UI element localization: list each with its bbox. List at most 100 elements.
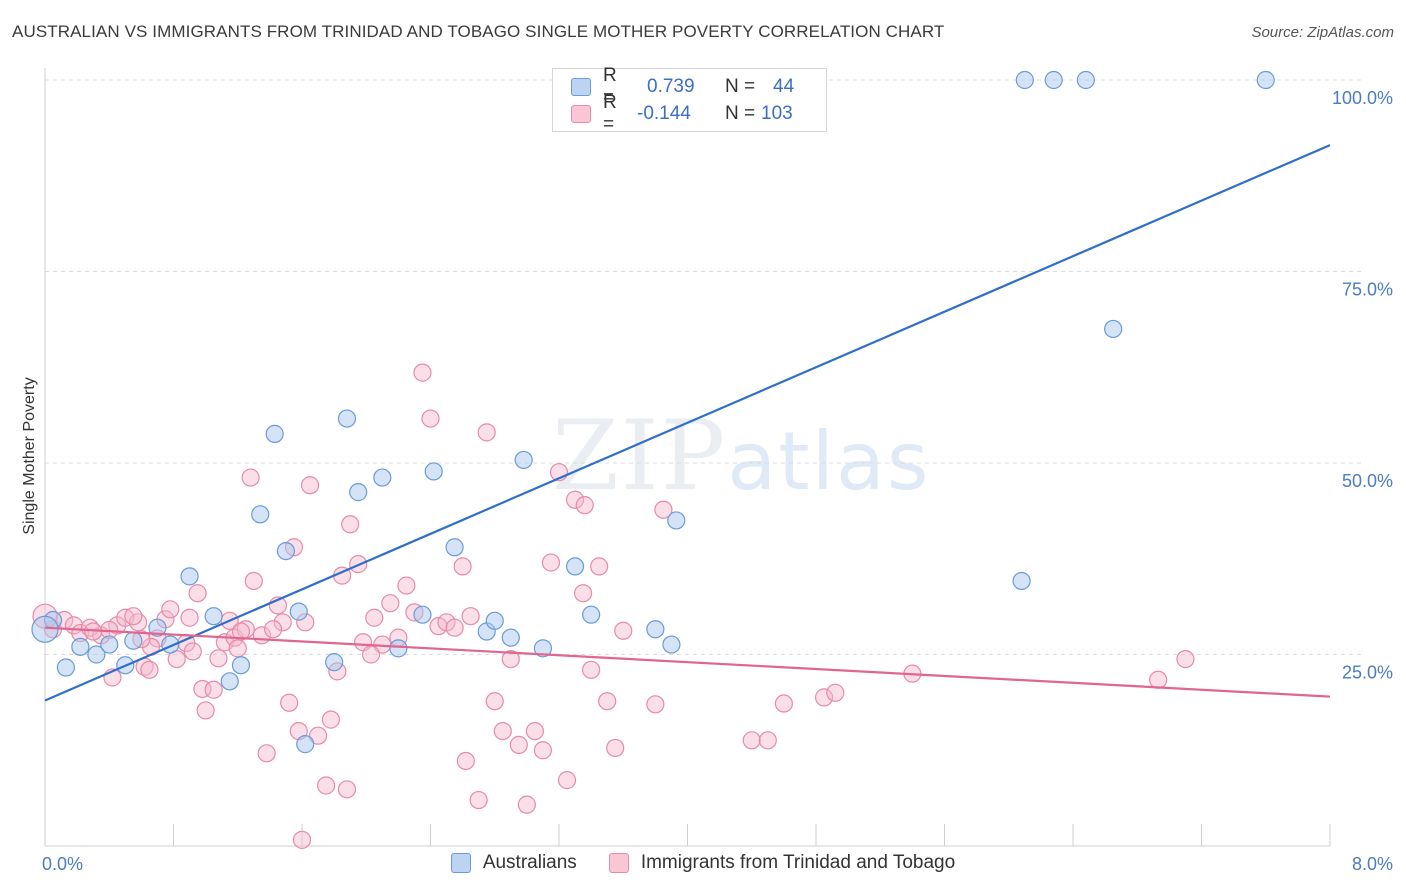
trinidad-point xyxy=(365,608,384,627)
trinidad-point xyxy=(654,500,673,519)
trinidad-point xyxy=(517,795,536,814)
legend-n-value: 44 xyxy=(773,76,795,97)
trinidad-point xyxy=(263,620,283,639)
trinidad-point xyxy=(814,688,834,707)
x-tick-label: 0.0% xyxy=(42,854,83,874)
australians-point xyxy=(276,541,296,561)
australians-point xyxy=(231,656,251,675)
australians-point xyxy=(337,409,357,428)
y-tick-label: 100.0% xyxy=(1332,88,1393,108)
australians-point xyxy=(445,538,464,557)
australians-point xyxy=(349,483,368,502)
australians-point xyxy=(148,618,167,637)
trinidad-point xyxy=(273,613,292,632)
australians-point xyxy=(646,620,665,639)
watermark-atlas: atlas xyxy=(727,415,931,508)
trinidad-point xyxy=(316,776,336,795)
y-tick-label: 75.0% xyxy=(1342,280,1393,300)
australians-point xyxy=(373,468,392,487)
legend-swatch-pink xyxy=(608,853,629,873)
trinidad-point xyxy=(590,557,609,576)
legend-swatch-pink xyxy=(571,105,591,123)
australians-point xyxy=(582,605,601,624)
trinidad-point xyxy=(565,490,585,509)
trinidad-point xyxy=(469,790,488,810)
australians-point xyxy=(514,450,533,470)
trinidad-point xyxy=(381,594,400,613)
trinidad-point xyxy=(361,645,381,664)
trinidad-point xyxy=(231,622,251,641)
australians-point xyxy=(289,602,308,621)
trinidad-point xyxy=(188,584,207,603)
trinidad-point xyxy=(161,600,180,619)
australians-point xyxy=(485,611,504,630)
trinidad-point xyxy=(257,744,276,763)
trinidad-point xyxy=(614,621,633,640)
australians-point xyxy=(533,639,553,658)
australians-point xyxy=(56,658,75,677)
trinidad-point xyxy=(341,515,360,534)
australians-point xyxy=(71,637,90,656)
australians-point xyxy=(265,424,284,443)
series-legend: Australians Immigrants from Trinidad and… xyxy=(0,852,1406,874)
chart-title: AUSTRALIAN VS IMMIGRANTS FROM TRINIDAD A… xyxy=(12,22,945,41)
legend-label-trinidad: Immigrants from Trinidad and Tobago xyxy=(640,852,956,873)
australians-point xyxy=(204,607,223,626)
trinidad-point xyxy=(573,584,593,603)
australians-point xyxy=(1076,70,1095,90)
pink-series-points xyxy=(32,363,1195,849)
x-tick-label: 8.0% xyxy=(1352,854,1393,874)
trinidad-point xyxy=(337,780,357,799)
australians-point xyxy=(1104,319,1123,339)
legend-swatch-blue xyxy=(571,78,591,96)
correlation-legend: R = 0.739 N = 44 R = -0.144 N = 103 xyxy=(552,65,827,135)
y-tick-label: 25.0% xyxy=(1342,663,1393,683)
trinidad-trend-line xyxy=(44,626,1331,698)
trinidad-point xyxy=(300,476,320,495)
trinidad-point xyxy=(228,639,247,658)
trinidad-point xyxy=(557,771,577,790)
trinidad-point xyxy=(598,692,617,711)
legend-swatch-blue xyxy=(450,853,471,873)
trinidad-point xyxy=(292,830,312,849)
legend-item-trinidad: Immigrants from Trinidad and Tobago xyxy=(608,852,956,874)
trinidad-point xyxy=(826,683,845,702)
legend-r-label: R = xyxy=(603,92,617,135)
trinidad-point xyxy=(413,363,432,382)
australians-point xyxy=(100,635,119,654)
australians-point xyxy=(325,653,344,672)
chart-source: Source: ZipAtlas.com xyxy=(1251,24,1394,41)
trinidad-point xyxy=(461,607,480,626)
trinidad-point xyxy=(180,608,199,627)
trinidad-point xyxy=(742,731,761,750)
trinidad-point xyxy=(397,576,416,595)
trinidad-point xyxy=(209,649,228,668)
australians-trend-line xyxy=(44,144,1331,702)
grid-lines xyxy=(45,79,1365,655)
legend-r-label: R = xyxy=(603,65,617,108)
trinidad-point xyxy=(321,710,341,729)
trend-lines xyxy=(44,144,1331,702)
legend-item-australians: Australians xyxy=(450,852,577,874)
trinidad-point xyxy=(308,726,328,745)
trinidad-point xyxy=(204,680,223,699)
trinidad-point xyxy=(241,468,260,487)
trinidad-point xyxy=(453,557,472,576)
legend-row-australians: R = 0.739 N = 44 xyxy=(571,65,795,108)
y-tick-label: 50.0% xyxy=(1342,471,1393,491)
australians-point xyxy=(501,628,520,647)
australians-point xyxy=(1015,70,1034,90)
australians-point xyxy=(389,639,408,658)
trinidad-point xyxy=(533,741,553,760)
trinidad-point xyxy=(1149,670,1168,689)
trinidad-point xyxy=(493,721,512,741)
y-tick-labels: 25.0% 50.0% 75.0% 100.0% xyxy=(1332,88,1393,683)
legend-n-label: N = xyxy=(725,103,756,124)
australians-point xyxy=(1012,571,1031,591)
trinidad-point xyxy=(244,571,263,591)
trinidad-point xyxy=(456,751,475,771)
trinidad-point xyxy=(501,649,520,669)
trinidad-point xyxy=(183,642,202,661)
trinidad-point xyxy=(280,693,299,712)
australians-point xyxy=(124,631,143,650)
